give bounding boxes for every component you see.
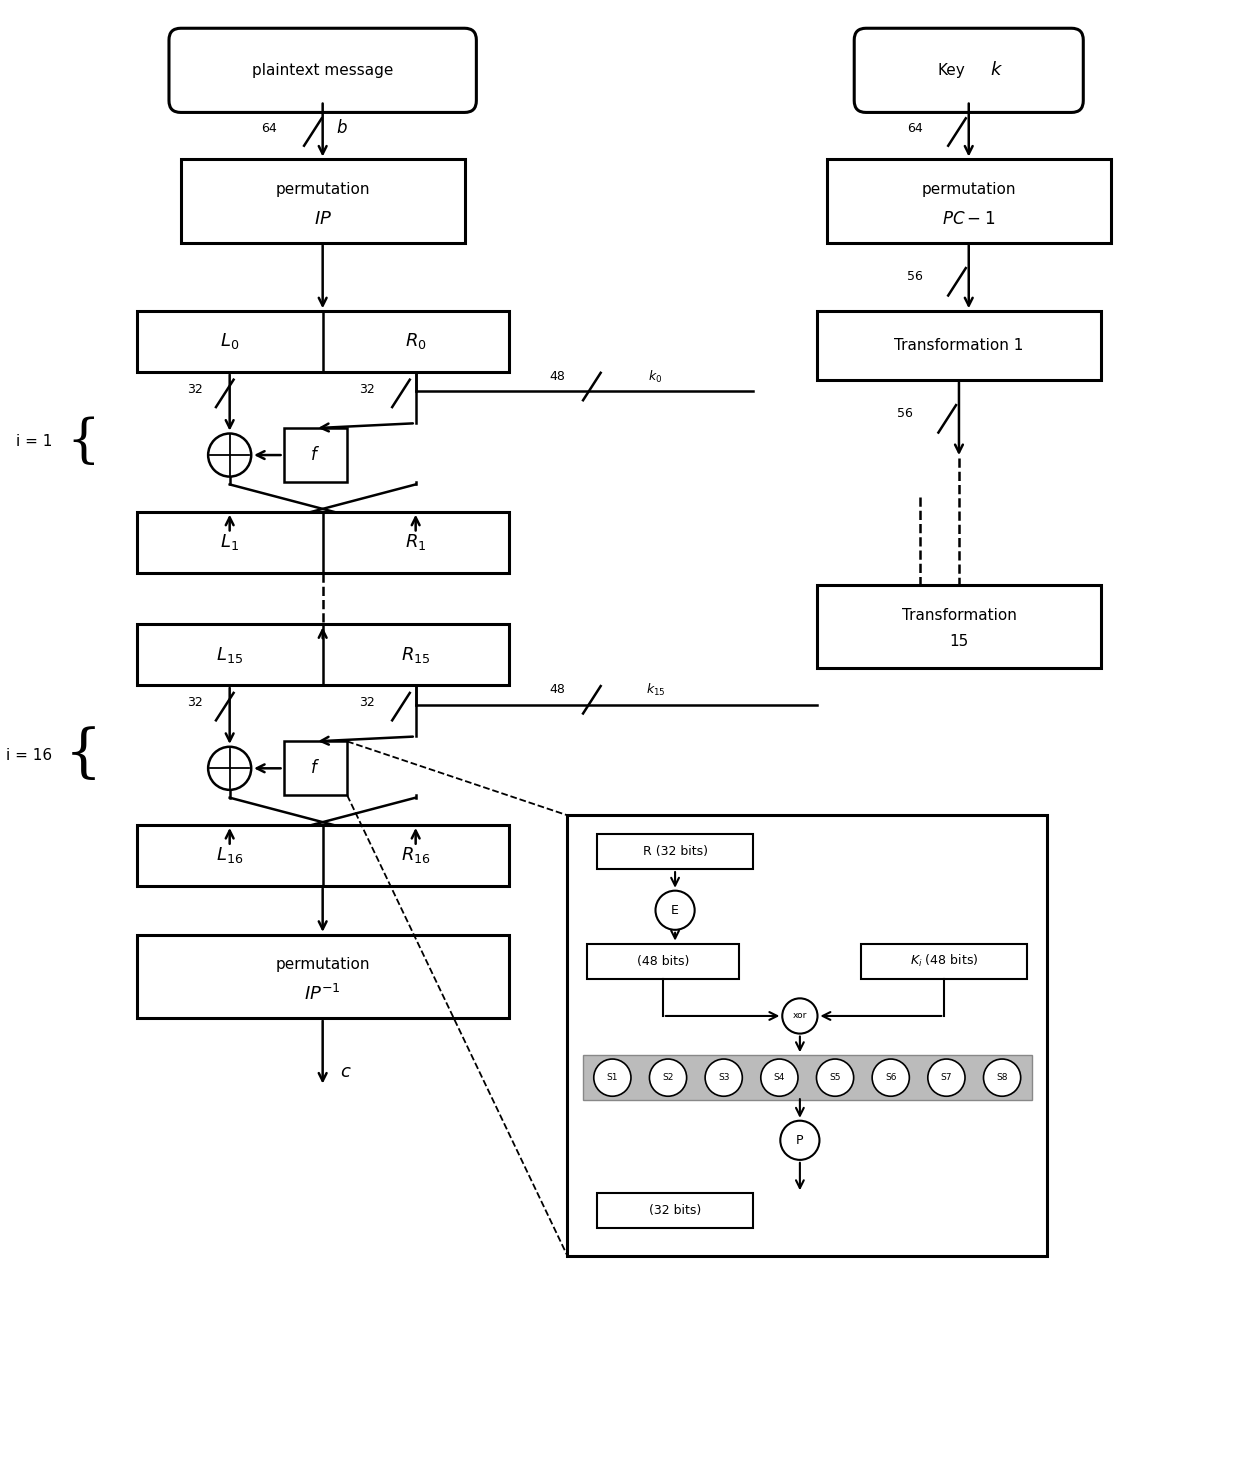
Circle shape <box>208 434 252 477</box>
FancyBboxPatch shape <box>284 428 347 481</box>
Text: $f$: $f$ <box>310 760 320 777</box>
Text: $f$: $f$ <box>310 446 320 464</box>
Circle shape <box>782 998 817 1033</box>
FancyBboxPatch shape <box>827 159 1111 243</box>
Text: $PC-1$: $PC-1$ <box>942 209 996 228</box>
Circle shape <box>656 891 694 930</box>
Text: $k_{15}$: $k_{15}$ <box>646 682 666 698</box>
FancyBboxPatch shape <box>169 28 476 112</box>
Text: S2: S2 <box>662 1073 673 1082</box>
FancyBboxPatch shape <box>568 815 1047 1256</box>
Text: R (32 bits): R (32 bits) <box>642 845 708 858</box>
Text: $R_{16}$: $R_{16}$ <box>401 845 430 866</box>
Circle shape <box>872 1058 909 1097</box>
Text: $c$: $c$ <box>340 1063 352 1080</box>
FancyBboxPatch shape <box>136 826 508 886</box>
Text: 48: 48 <box>549 371 565 383</box>
Circle shape <box>816 1058 853 1097</box>
Text: $k_0$: $k_0$ <box>649 368 662 384</box>
FancyBboxPatch shape <box>136 512 508 573</box>
Text: P: P <box>796 1133 804 1147</box>
Text: i = 16: i = 16 <box>6 748 52 762</box>
Text: (48 bits): (48 bits) <box>636 955 689 967</box>
Text: 64: 64 <box>260 122 277 134</box>
FancyBboxPatch shape <box>136 311 508 372</box>
Text: S8: S8 <box>997 1073 1008 1082</box>
Text: $L_{16}$: $L_{16}$ <box>216 845 243 866</box>
FancyBboxPatch shape <box>861 944 1028 979</box>
Text: S7: S7 <box>941 1073 952 1082</box>
Text: $IP$: $IP$ <box>314 209 332 228</box>
FancyBboxPatch shape <box>817 586 1101 668</box>
Text: 48: 48 <box>549 683 565 696</box>
FancyBboxPatch shape <box>854 28 1084 112</box>
Text: Transformation: Transformation <box>901 608 1017 623</box>
Text: $L_{15}$: $L_{15}$ <box>216 645 243 665</box>
Circle shape <box>706 1058 743 1097</box>
Circle shape <box>208 746 252 790</box>
Text: permutation: permutation <box>921 181 1016 197</box>
Text: 32: 32 <box>187 383 203 396</box>
Text: (32 bits): (32 bits) <box>649 1204 701 1217</box>
FancyBboxPatch shape <box>587 944 739 979</box>
Text: permutation: permutation <box>275 181 370 197</box>
Text: plaintext message: plaintext message <box>252 63 393 78</box>
Text: $R_0$: $R_0$ <box>404 331 427 352</box>
FancyBboxPatch shape <box>181 159 465 243</box>
Text: S1: S1 <box>606 1073 618 1082</box>
FancyBboxPatch shape <box>596 835 754 868</box>
Circle shape <box>780 1120 820 1160</box>
Text: $IP^{-1}$: $IP^{-1}$ <box>304 983 341 1004</box>
Text: 64: 64 <box>906 122 923 134</box>
Text: S5: S5 <box>830 1073 841 1082</box>
Text: {: { <box>64 727 102 783</box>
Text: 32: 32 <box>358 383 374 396</box>
Text: permutation: permutation <box>275 957 370 972</box>
FancyBboxPatch shape <box>136 935 508 1019</box>
FancyBboxPatch shape <box>596 1194 754 1229</box>
Text: $L_1$: $L_1$ <box>221 533 239 552</box>
Text: Key: Key <box>937 63 965 78</box>
Circle shape <box>928 1058 965 1097</box>
Text: $R_1$: $R_1$ <box>405 533 427 552</box>
FancyBboxPatch shape <box>284 742 347 795</box>
Text: $R_{15}$: $R_{15}$ <box>401 645 430 665</box>
Text: 56: 56 <box>898 408 913 421</box>
Text: $k$: $k$ <box>990 62 1003 79</box>
FancyBboxPatch shape <box>817 311 1101 380</box>
Text: 56: 56 <box>906 271 923 284</box>
Text: 15: 15 <box>950 634 968 649</box>
Circle shape <box>650 1058 687 1097</box>
Text: $b$: $b$ <box>336 119 348 137</box>
Text: 32: 32 <box>358 696 374 710</box>
Text: i = 1: i = 1 <box>16 434 52 449</box>
Circle shape <box>761 1058 799 1097</box>
Text: 32: 32 <box>187 696 203 710</box>
Text: Transformation 1: Transformation 1 <box>894 339 1024 353</box>
FancyBboxPatch shape <box>583 1055 1032 1100</box>
Text: S6: S6 <box>885 1073 897 1082</box>
Text: xor: xor <box>792 1011 807 1020</box>
Circle shape <box>983 1058 1021 1097</box>
Text: S3: S3 <box>718 1073 729 1082</box>
Circle shape <box>594 1058 631 1097</box>
Text: E: E <box>671 904 680 917</box>
Text: $K_i$ (48 bits): $K_i$ (48 bits) <box>910 952 978 969</box>
Text: S4: S4 <box>774 1073 785 1082</box>
Text: {: { <box>66 417 99 467</box>
Text: $L_0$: $L_0$ <box>219 331 239 352</box>
FancyBboxPatch shape <box>136 624 508 684</box>
